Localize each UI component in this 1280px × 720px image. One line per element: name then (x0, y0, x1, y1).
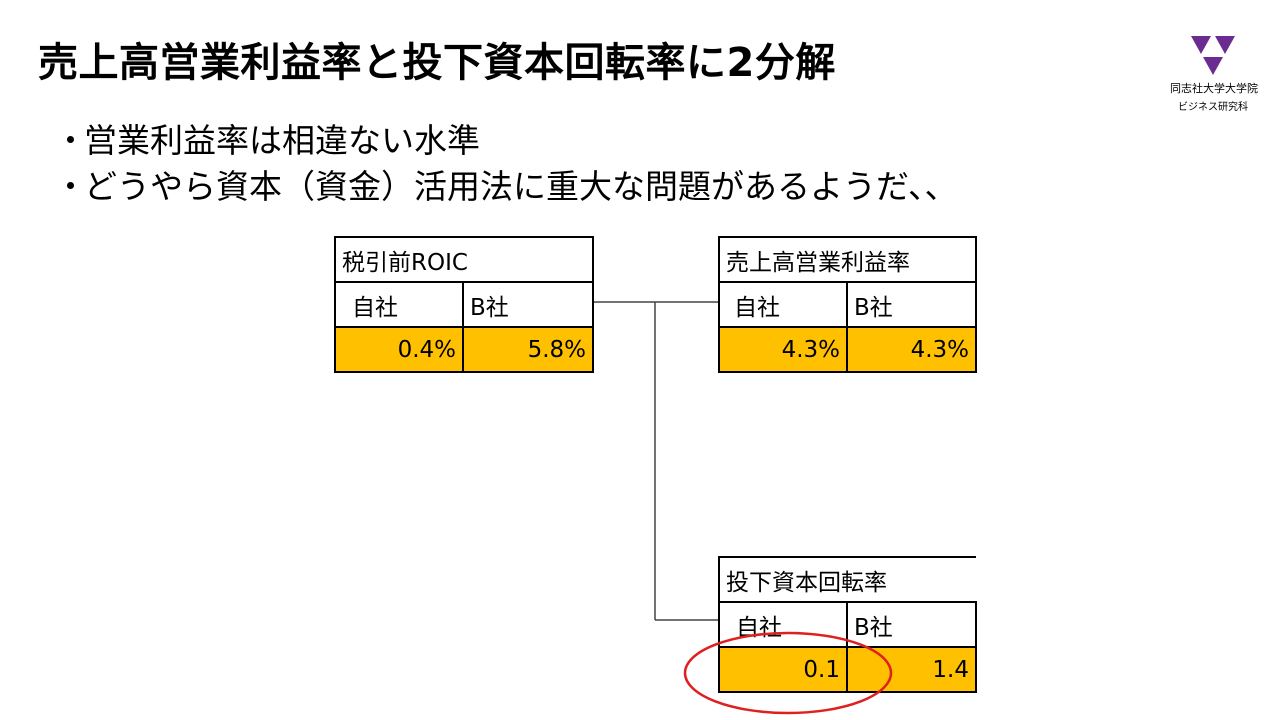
capital-turnover-table: 投下資本回転率 自社 B社 0.1 1.4 (718, 556, 977, 693)
turnover-title: 投下資本回転率 (718, 556, 976, 603)
roic-col-b: B社 (462, 281, 594, 328)
roic-value-own: 0.4% (334, 326, 464, 373)
bullet-item: ・営業利益率は相違ない水準 (54, 118, 958, 164)
margin-value-b: 4.3% (846, 326, 977, 373)
turnover-col-own: 自社 (718, 601, 848, 648)
roic-col-own: 自社 (334, 281, 464, 328)
margin-col-b: B社 (846, 281, 977, 328)
bullet-item: ・どうやら資本（資金）活用法に重大な問題があるようだ、、 (54, 164, 958, 210)
triangle-logo-icon (1191, 36, 1235, 75)
roic-value-b: 5.8% (462, 326, 594, 373)
bullet-mark: ・ (54, 167, 87, 206)
margin-title: 売上高営業利益率 (718, 236, 977, 283)
bullet-text: どうやら資本（資金）活用法に重大な問題があるようだ、、 (84, 167, 958, 206)
bullet-list: ・営業利益率は相違ない水準 ・どうやら資本（資金）活用法に重大な問題があるようだ… (54, 118, 958, 210)
logo-university-name: 同志社大学大学院 (1170, 82, 1258, 95)
logo-school-name: ビジネス研究科 (1178, 102, 1248, 113)
bullet-mark: ・ (54, 121, 87, 160)
margin-value-own: 4.3% (718, 326, 848, 373)
margin-col-own: 自社 (718, 281, 848, 328)
bullet-text: 営業利益率は相違ない水準 (84, 121, 480, 160)
turnover-value-own: 0.1 (718, 646, 848, 693)
turnover-value-b: 1.4 (846, 646, 977, 693)
university-logo: 同志社大学大学院 ビジネス研究科 (1170, 36, 1258, 116)
roic-table: 税引前ROIC 自社 B社 0.4% 5.8% (334, 236, 594, 373)
slide-title: 売上高営業利益率と投下資本回転率に2分解 (38, 40, 836, 86)
roic-title: 税引前ROIC (334, 236, 594, 283)
turnover-col-b: B社 (846, 601, 977, 648)
operating-margin-table: 売上高営業利益率 自社 B社 4.3% 4.3% (718, 236, 977, 373)
